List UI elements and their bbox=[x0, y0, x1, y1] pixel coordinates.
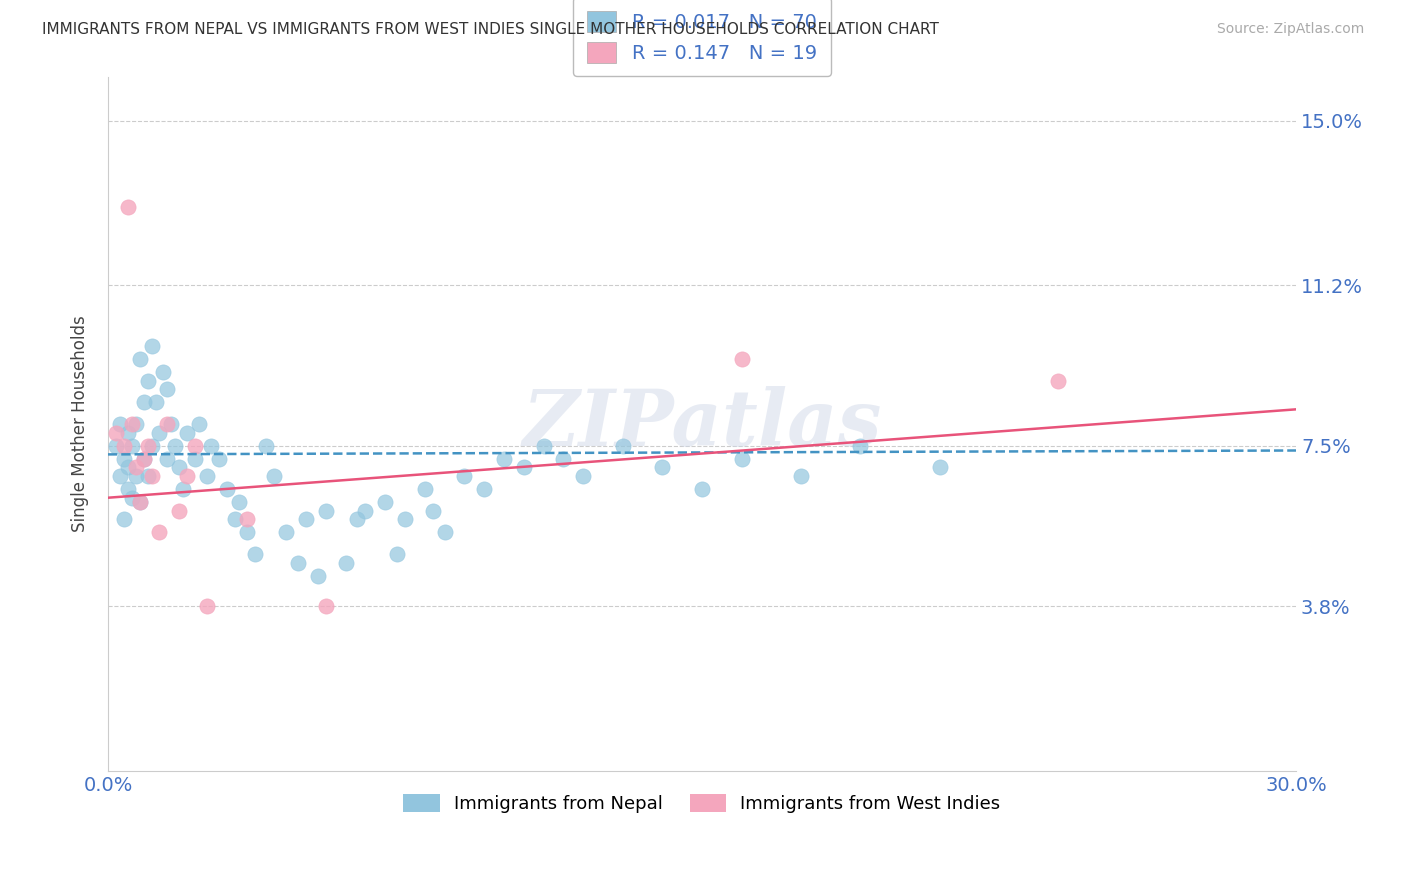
Point bbox=[790, 469, 813, 483]
Point bbox=[730, 451, 752, 466]
Point bbox=[254, 439, 277, 453]
Point bbox=[276, 525, 298, 540]
Point bbox=[295, 512, 318, 526]
Point bbox=[128, 495, 150, 509]
Point bbox=[184, 439, 207, 453]
Point bbox=[513, 460, 536, 475]
Point bbox=[148, 525, 170, 540]
Point bbox=[132, 451, 155, 466]
Point bbox=[394, 512, 416, 526]
Point bbox=[235, 525, 257, 540]
Point bbox=[176, 425, 198, 440]
Point bbox=[385, 547, 408, 561]
Point bbox=[184, 451, 207, 466]
Point bbox=[228, 495, 250, 509]
Point bbox=[413, 482, 436, 496]
Point bbox=[145, 395, 167, 409]
Point bbox=[117, 482, 139, 496]
Point bbox=[104, 425, 127, 440]
Point bbox=[152, 365, 174, 379]
Point bbox=[172, 482, 194, 496]
Point bbox=[125, 417, 148, 431]
Point bbox=[1047, 374, 1070, 388]
Point bbox=[176, 469, 198, 483]
Point bbox=[422, 504, 444, 518]
Text: ZIPatlas: ZIPatlas bbox=[522, 386, 882, 462]
Point bbox=[156, 417, 179, 431]
Point bbox=[125, 460, 148, 475]
Point bbox=[315, 504, 337, 518]
Point bbox=[108, 469, 131, 483]
Point bbox=[243, 547, 266, 561]
Legend: Immigrants from Nepal, Immigrants from West Indies: Immigrants from Nepal, Immigrants from W… bbox=[392, 783, 1011, 824]
Point bbox=[849, 439, 872, 453]
Point bbox=[136, 469, 159, 483]
Point bbox=[453, 469, 475, 483]
Point bbox=[690, 482, 713, 496]
Point bbox=[165, 439, 187, 453]
Point bbox=[287, 556, 309, 570]
Point bbox=[315, 599, 337, 613]
Point bbox=[472, 482, 495, 496]
Point bbox=[346, 512, 368, 526]
Y-axis label: Single Mother Households: Single Mother Households bbox=[72, 316, 89, 533]
Point bbox=[169, 460, 191, 475]
Point bbox=[553, 451, 575, 466]
Point bbox=[492, 451, 515, 466]
Point bbox=[533, 439, 555, 453]
Point bbox=[132, 395, 155, 409]
Point bbox=[224, 512, 246, 526]
Point bbox=[148, 425, 170, 440]
Point bbox=[121, 439, 143, 453]
Point bbox=[125, 469, 148, 483]
Point bbox=[200, 439, 222, 453]
Point bbox=[195, 469, 218, 483]
Point bbox=[136, 439, 159, 453]
Point bbox=[132, 451, 155, 466]
Point bbox=[572, 469, 595, 483]
Point bbox=[112, 439, 135, 453]
Point bbox=[112, 512, 135, 526]
Point bbox=[112, 451, 135, 466]
Point bbox=[108, 417, 131, 431]
Point bbox=[136, 374, 159, 388]
Point bbox=[117, 201, 139, 215]
Point bbox=[121, 491, 143, 505]
Point bbox=[188, 417, 211, 431]
Point bbox=[160, 417, 183, 431]
Point bbox=[141, 439, 163, 453]
Point bbox=[141, 469, 163, 483]
Point bbox=[104, 439, 127, 453]
Point bbox=[117, 425, 139, 440]
Point bbox=[156, 383, 179, 397]
Point bbox=[263, 469, 285, 483]
Point bbox=[335, 556, 357, 570]
Point bbox=[730, 352, 752, 367]
Point bbox=[128, 495, 150, 509]
Point bbox=[208, 451, 231, 466]
Point bbox=[928, 460, 950, 475]
Text: IMMIGRANTS FROM NEPAL VS IMMIGRANTS FROM WEST INDIES SINGLE MOTHER HOUSEHOLDS CO: IMMIGRANTS FROM NEPAL VS IMMIGRANTS FROM… bbox=[42, 22, 939, 37]
Point bbox=[141, 339, 163, 353]
Point bbox=[433, 525, 456, 540]
Point bbox=[169, 504, 191, 518]
Point bbox=[215, 482, 238, 496]
Point bbox=[121, 417, 143, 431]
Point bbox=[651, 460, 673, 475]
Point bbox=[156, 451, 179, 466]
Point bbox=[307, 568, 329, 582]
Text: Source: ZipAtlas.com: Source: ZipAtlas.com bbox=[1216, 22, 1364, 37]
Point bbox=[195, 599, 218, 613]
Point bbox=[117, 460, 139, 475]
Point bbox=[374, 495, 396, 509]
Point bbox=[612, 439, 634, 453]
Point bbox=[128, 352, 150, 367]
Point bbox=[235, 512, 257, 526]
Point bbox=[354, 504, 377, 518]
